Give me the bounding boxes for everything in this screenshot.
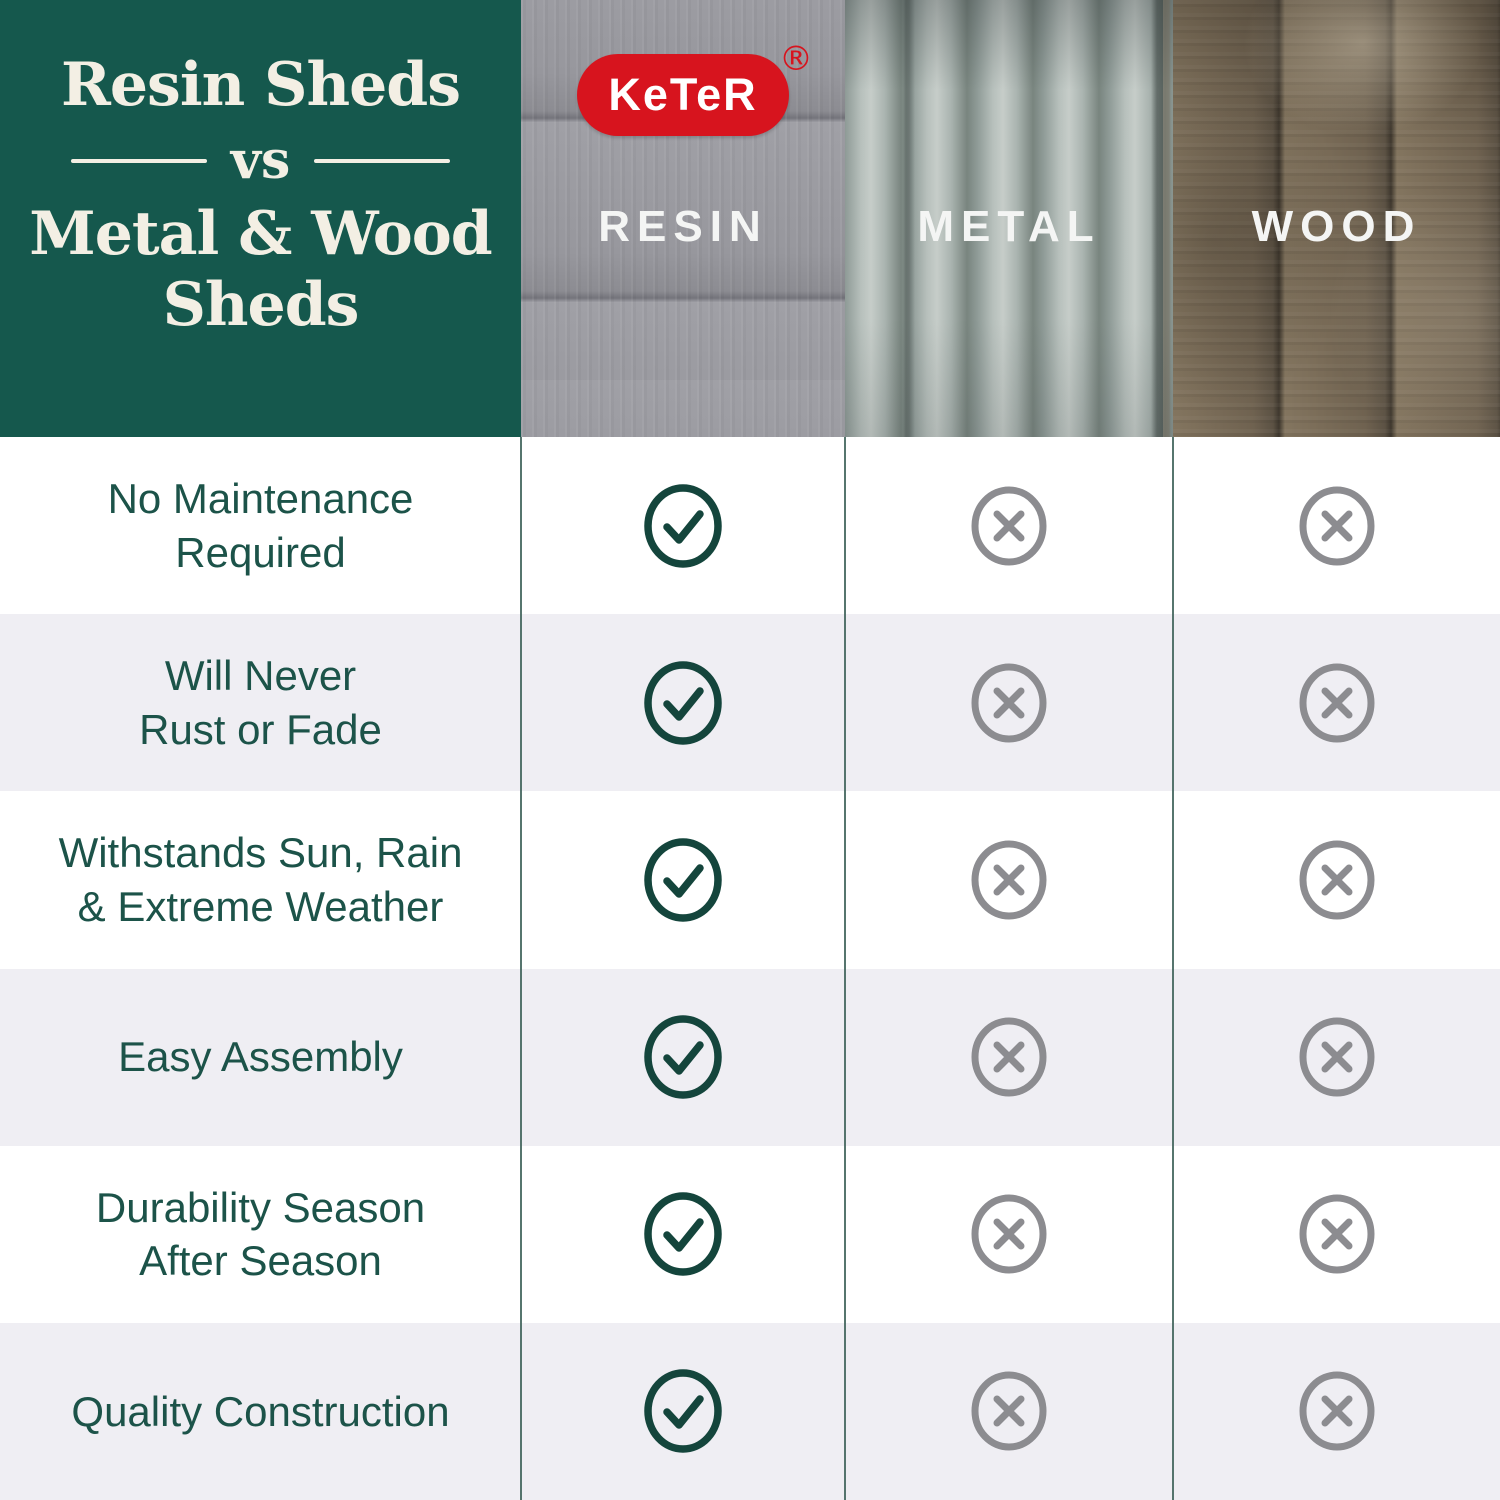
title-line-2: Metal & Wood bbox=[29, 199, 492, 270]
cross-icon bbox=[1299, 840, 1374, 920]
column-divider bbox=[844, 437, 846, 1500]
metal-value-cell bbox=[845, 969, 1173, 1146]
cross-icon bbox=[971, 663, 1047, 743]
table-row: Quality Construction bbox=[0, 1322, 1500, 1500]
check-icon bbox=[644, 483, 722, 568]
column-header-resin: KeTeR ® RESIN bbox=[521, 0, 845, 437]
cross-icon bbox=[971, 486, 1047, 566]
resin-value-cell bbox=[521, 791, 845, 968]
column-header-wood: WOOD bbox=[1173, 0, 1500, 437]
resin-value-cell bbox=[521, 1323, 845, 1500]
vs-right-rule bbox=[314, 159, 451, 164]
table-row: Easy Assembly bbox=[0, 968, 1500, 1146]
resin-value-cell bbox=[521, 614, 845, 791]
column-label-metal: METAL bbox=[917, 202, 1101, 251]
title-vs: vs bbox=[230, 130, 291, 192]
check-icon bbox=[644, 838, 722, 922]
table-row: Withstands Sun, Rain & Extreme Weather bbox=[0, 791, 1500, 969]
feature-label: Withstands Sun, Rain & Extreme Weather bbox=[58, 829, 463, 930]
metal-value-cell bbox=[845, 1323, 1173, 1500]
check-icon bbox=[644, 1015, 722, 1099]
cross-icon bbox=[1299, 486, 1374, 566]
wood-value-cell bbox=[1173, 1146, 1500, 1323]
column-divider bbox=[520, 437, 522, 1500]
cross-icon bbox=[1299, 663, 1374, 743]
cross-icon bbox=[1299, 1194, 1374, 1274]
cross-icon bbox=[971, 1194, 1047, 1274]
table-row: Durability Season After Season bbox=[0, 1145, 1500, 1323]
resin-value-cell bbox=[521, 969, 845, 1146]
feature-label: Quality Construction bbox=[71, 1387, 450, 1435]
table-row: Will Never Rust or Fade bbox=[0, 614, 1500, 792]
title-line-1: Resin Sheds bbox=[61, 50, 461, 120]
keter-logo-text: KeTeR bbox=[608, 69, 758, 120]
title-line-3: Sheds bbox=[162, 270, 360, 341]
column-header-metal: METAL bbox=[845, 0, 1173, 437]
comparison-table-body: No Maintenance Required Will Never Rust … bbox=[0, 437, 1500, 1500]
resin-value-cell bbox=[521, 1146, 845, 1323]
cross-icon bbox=[1299, 1371, 1374, 1451]
table-row: No Maintenance Required bbox=[0, 437, 1500, 615]
cross-icon bbox=[971, 840, 1047, 920]
cross-icon bbox=[971, 1017, 1047, 1097]
registered-trademark-icon: ® bbox=[779, 39, 813, 79]
wood-value-cell bbox=[1173, 614, 1500, 791]
keter-logo-pill: KeTeR bbox=[577, 54, 789, 136]
column-divider bbox=[1172, 437, 1174, 1500]
vs-row: vs bbox=[0, 135, 521, 187]
feature-label: Easy Assembly bbox=[118, 1033, 403, 1081]
vs-left-rule bbox=[70, 159, 207, 164]
metal-value-cell bbox=[845, 614, 1173, 791]
feature-label: Will Never Rust or Fade bbox=[139, 652, 382, 753]
cross-icon bbox=[971, 1371, 1047, 1451]
resin-value-cell bbox=[521, 437, 845, 614]
keter-logo: KeTeR ® bbox=[577, 42, 813, 136]
metal-value-cell bbox=[845, 437, 1173, 614]
check-icon bbox=[644, 661, 722, 745]
table-header: Resin Sheds vs Metal & Wood Sheds KeTeR … bbox=[0, 0, 1500, 437]
wood-value-cell bbox=[1173, 1323, 1500, 1500]
wood-value-cell bbox=[1173, 437, 1500, 614]
wood-value-cell bbox=[1173, 791, 1500, 968]
cross-icon bbox=[1299, 1017, 1374, 1097]
feature-label: No Maintenance Required bbox=[107, 474, 414, 576]
metal-value-cell bbox=[845, 791, 1173, 968]
column-label-resin: RESIN bbox=[598, 202, 768, 251]
title-block: Resin Sheds vs Metal & Wood Sheds bbox=[0, 0, 521, 437]
wood-value-cell bbox=[1173, 969, 1500, 1146]
check-icon bbox=[644, 1369, 722, 1454]
check-icon bbox=[644, 1192, 722, 1277]
feature-label: Durability Season After Season bbox=[95, 1183, 426, 1285]
metal-value-cell bbox=[845, 1146, 1173, 1323]
column-label-wood: WOOD bbox=[1251, 202, 1422, 251]
